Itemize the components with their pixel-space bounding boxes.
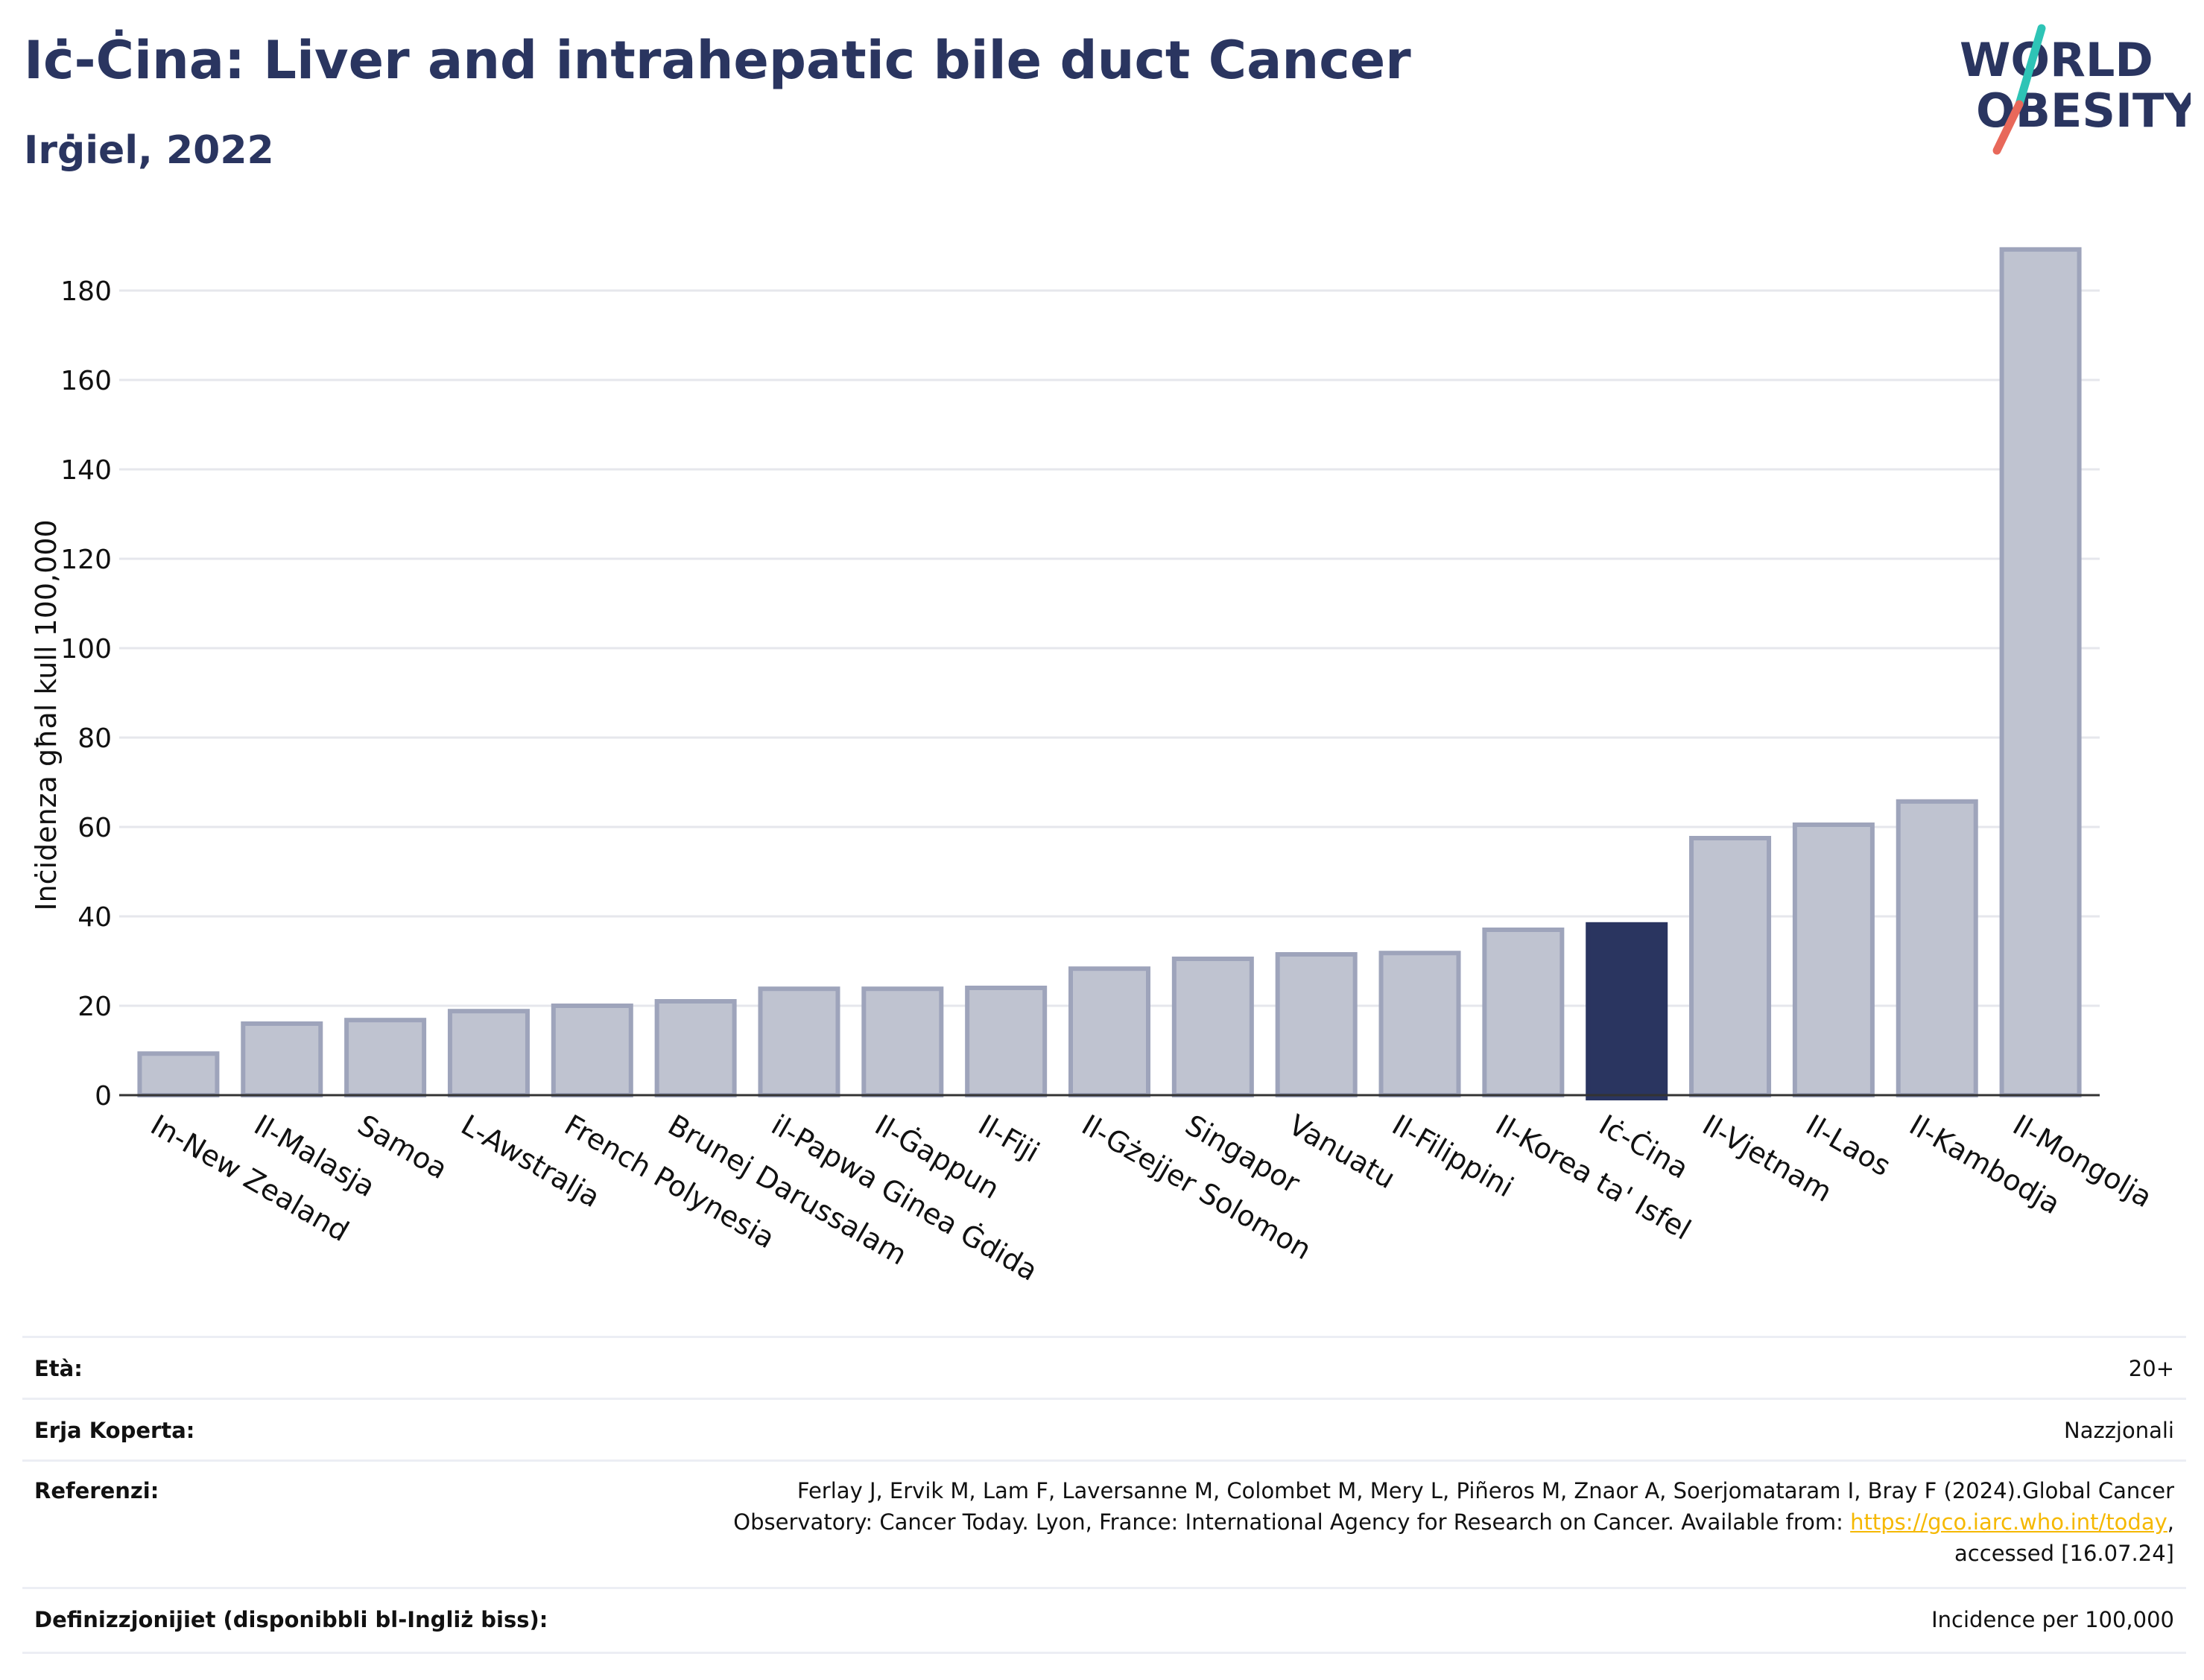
bar [965,986,1048,1097]
bar [1689,836,1772,1097]
chart-subtitle: Irġiel, 2022 [24,128,274,173]
definitions-label: Definizzjonijiet (disponibbli bl-Ingliż … [34,1607,548,1632]
world-obesity-logo: WORLD OBESITY [1960,24,2191,155]
reference-line-3: accessed [16.07.24] [1954,1541,2174,1566]
logo-word-world: WORLD [1960,33,2153,87]
bar [551,1004,633,1097]
bar [1896,799,1978,1098]
info-row-definitions: Definizzjonijiet (disponibbli bl-Ingliż … [22,1587,2186,1654]
y-tick-label: 0 [95,1081,112,1112]
area-value: Nazzjonali [2064,1418,2174,1443]
references-value: Ferlay J, Ervik M, Lam F, Laversanne M, … [733,1475,2174,1569]
y-tick-label: 100 [60,634,112,665]
y-tick-label: 20 [77,992,112,1022]
info-row-area: Erja Koperta: Nazzjonali [22,1398,2186,1459]
info-row-references: Referenzi: Ferlay J, Ervik M, Lam F, Lav… [22,1459,2186,1587]
y-axis-label: Inċidenza għal kull 100,000 [30,519,63,910]
definitions-value: Incidence per 100,000 [1931,1607,2174,1632]
bar [861,986,944,1097]
references-label: Referenzi: [34,1478,159,1503]
bar [1171,957,1254,1097]
y-tick-label: 80 [77,723,112,754]
bar [654,999,737,1097]
info-table: Età: 20+ Erja Koperta: Nazzjonali Refere… [22,1336,2186,1654]
reference-line-2-text: Observatory: Cancer Today. Lyon, France:… [733,1509,1843,1535]
bar [1999,247,2082,1097]
bar [1275,952,1358,1097]
x-tick-label: Vanuatu [1283,1109,1401,1195]
y-tick-label: 120 [60,545,112,575]
y-tick-label: 160 [60,366,112,396]
reference-line-1: Ferlay J, Ervik M, Lam F, Laversanne M, … [797,1478,2174,1503]
y-tick-label: 180 [60,276,112,307]
bar [1068,966,1150,1097]
y-tick-label: 60 [77,813,112,843]
bar [447,1009,530,1097]
bar [1378,951,1461,1097]
bar [137,1051,220,1097]
y-tick-label: 140 [60,455,112,486]
logo-slash-teal [2015,24,2046,109]
area-label: Erja Koperta: [34,1418,195,1443]
bar [241,1021,323,1097]
bar [1586,922,1668,1101]
chart-title: Iċ-Ċina: Liver and intrahepatic bile duc… [24,30,1411,91]
gco-link[interactable]: https://gco.iarc.who.int/today [1850,1509,2167,1535]
bar [1482,928,1565,1097]
bars [137,247,2082,1101]
x-tick-label: Il-Fiji [973,1109,1045,1169]
y-tick-label: 40 [77,902,112,933]
age-value: 20+ [2128,1356,2174,1381]
bar [758,986,840,1097]
bar [1792,822,1875,1097]
bar [344,1018,427,1097]
info-row-age: Età: 20+ [22,1336,2186,1398]
age-label: Età: [34,1356,83,1381]
reference-line-2: Observatory: Cancer Today. Lyon, France:… [733,1506,2174,1538]
reference-line-2-comma: , [2167,1509,2174,1535]
bar-chart: 0 20 40 60 80 100 120 140 160 180 In-New ZealandI… [30,247,2158,1287]
y-axis-ticks: 0 20 40 60 80 100 120 140 160 180 [60,276,112,1112]
logo-slash-coral [1992,100,2024,155]
